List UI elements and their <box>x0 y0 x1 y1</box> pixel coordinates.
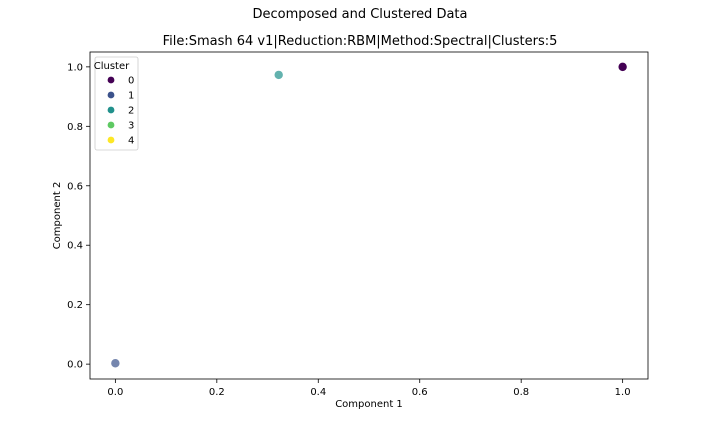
x-tick-label: 0.8 <box>513 387 529 398</box>
data-point-cluster-0 <box>617 61 628 72</box>
y-tick-label: 0.8 <box>67 122 83 133</box>
legend-marker-3 <box>107 121 115 129</box>
x-tick-label: 0.2 <box>209 387 225 398</box>
legend-label-1: 1 <box>128 91 134 102</box>
legend-marker-1 <box>107 91 115 99</box>
legend-title: Cluster <box>94 61 130 72</box>
axes-frame <box>89 51 649 380</box>
plot-area-frame <box>89 51 649 380</box>
y-axis-ticks: 0.0 0.2 0.4 0.6 0.8 1.0 <box>67 62 90 371</box>
y-axis-label: Component 2 <box>52 182 63 250</box>
x-tick-label: 1.0 <box>615 387 631 398</box>
x-axis-label: Component 1 <box>335 399 403 410</box>
legend-label-4: 4 <box>128 136 134 147</box>
data-point-cluster-1 <box>110 358 121 369</box>
y-tick-label: 0.2 <box>67 300 83 311</box>
legend-box <box>94 56 139 151</box>
x-axis-ticks: 0.0 0.2 0.4 0.6 0.8 1.0 <box>107 379 631 398</box>
chart-title: File:Smash 64 v1|Reduction:RBM|Method:Sp… <box>162 34 558 49</box>
y-tick-label: 0.6 <box>67 181 83 192</box>
legend: Cluster 0 1 2 3 4 <box>94 56 139 151</box>
data-points <box>110 61 628 369</box>
legend-label-2: 2 <box>128 106 134 117</box>
legend-marker-0 <box>107 76 115 84</box>
legend-marker-4 <box>107 136 115 144</box>
legend-label-0: 0 <box>128 76 134 87</box>
x-tick-label: 0.0 <box>107 387 123 398</box>
y-tick-label: 1.0 <box>67 62 83 73</box>
y-tick-label: 0.0 <box>67 360 83 371</box>
figure-suptitle: Decomposed and Clustered Data <box>252 7 468 22</box>
y-tick-label: 0.4 <box>67 241 83 252</box>
x-tick-label: 0.4 <box>310 387 326 398</box>
data-point-cluster-2 <box>273 69 284 80</box>
x-tick-label: 0.6 <box>412 387 428 398</box>
legend-marker-2 <box>107 106 115 114</box>
legend-label-3: 3 <box>128 121 134 132</box>
